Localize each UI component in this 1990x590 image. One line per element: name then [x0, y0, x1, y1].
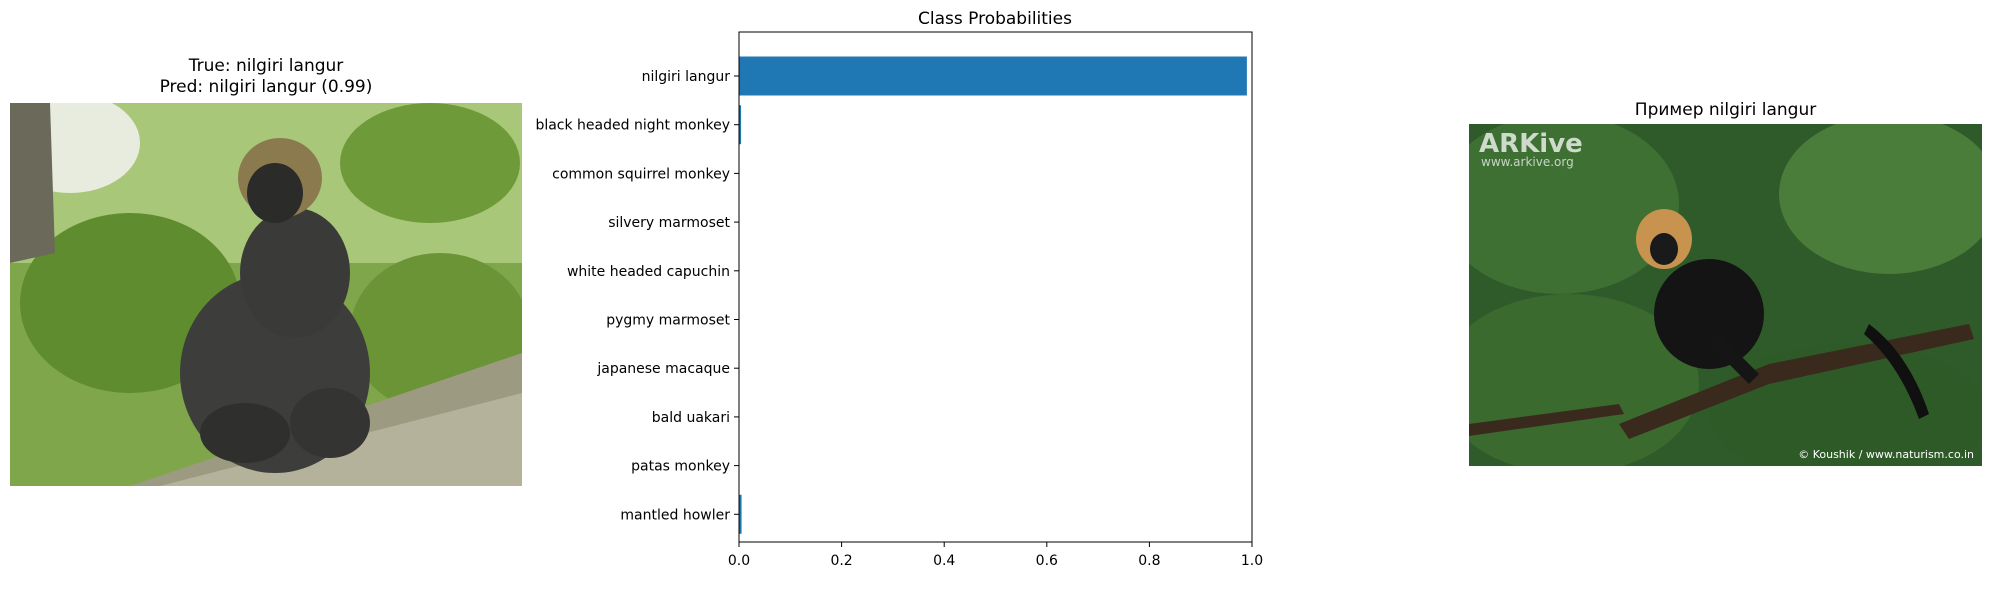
y-tick-label: japanese macaque — [596, 361, 730, 377]
query-monkey-photo — [10, 103, 522, 486]
y-tick-label: black headed night monkey — [535, 118, 730, 134]
y-tick-label: bald uakari — [652, 410, 730, 426]
arkive-url-watermark: www.arkive.org — [1481, 155, 1574, 169]
x-tick-labels: 0.0 0.2 0.4 0.6 0.8 1.0 — [728, 542, 1263, 569]
y-tick-label: pygmy marmoset — [606, 313, 730, 329]
y-tick-label: white headed capuchin — [567, 264, 730, 280]
pred-label: Pred: nilgiri langur (0.99) — [159, 77, 373, 97]
bar-nilgiri-langur — [739, 56, 1247, 96]
bar-black-headed-night-monkey — [739, 105, 742, 145]
bar-mantled-howler — [739, 494, 742, 534]
x-tick-label: 0.2 — [830, 553, 852, 569]
chart-title: Class Probabilities — [918, 9, 1072, 29]
example-monkey-photo: ARKive www.arkive.org © Koushik / www.na… — [1469, 124, 1982, 466]
y-tick-label: patas monkey — [631, 459, 730, 475]
y-tick-label: silvery marmoset — [608, 215, 730, 231]
y-tick-label: nilgiri langur — [642, 69, 731, 85]
y-tick-label: common squirrel monkey — [552, 166, 730, 182]
y-tick-labels: nilgiri langur black headed night monkey c… — [535, 69, 739, 523]
y-tick-label: mantled howler — [620, 507, 730, 523]
bars-group — [739, 56, 1247, 534]
arkive-watermark: ARKive — [1479, 129, 1583, 159]
x-tick-label: 0.0 — [728, 553, 750, 569]
plot-frame — [738, 31, 1253, 543]
x-tick-label: 1.0 — [1241, 553, 1263, 569]
x-tick-label: 0.8 — [1138, 553, 1160, 569]
left-panel-title: True: nilgiri langur Pred: nilgiri langu… — [10, 56, 522, 98]
x-tick-label: 0.4 — [933, 553, 955, 569]
x-tick-label: 0.6 — [1036, 553, 1058, 569]
photo-credit: © Koushik / www.naturism.co.in — [1798, 448, 1974, 461]
example-panel-title: Пример nilgiri langur — [1634, 100, 1817, 120]
true-label: True: nilgiri langur — [188, 56, 344, 76]
